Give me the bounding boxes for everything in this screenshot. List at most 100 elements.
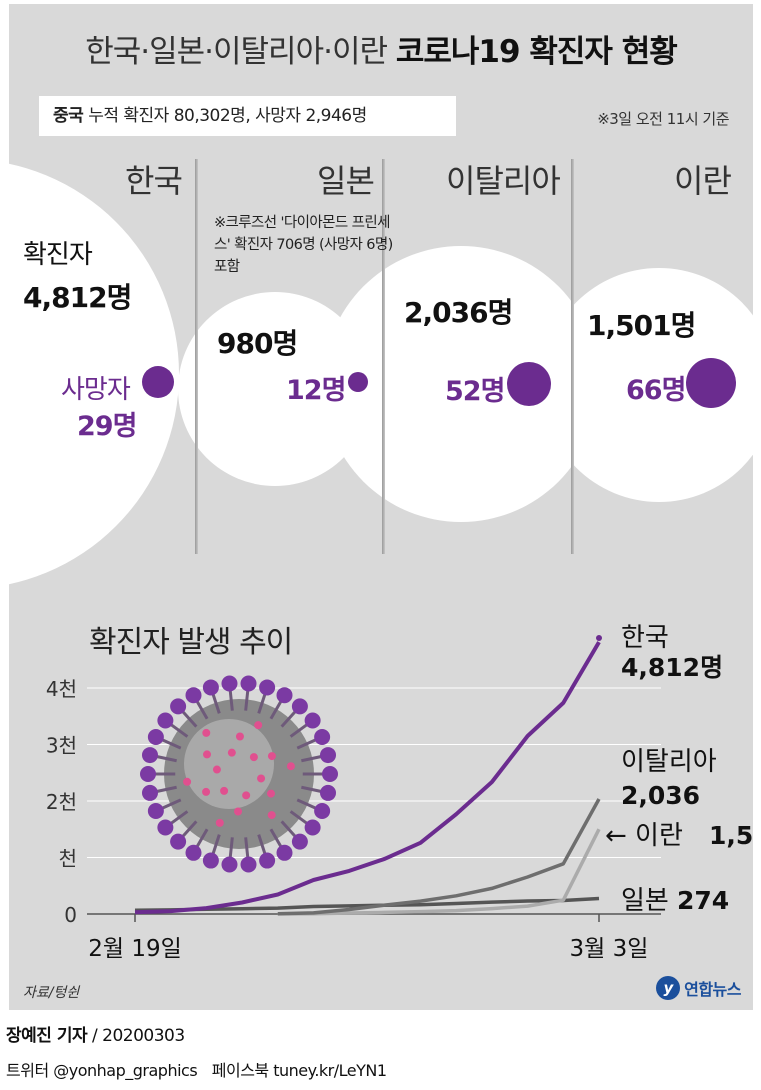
reporter-date: / 20200303	[92, 1026, 185, 1046]
virus-spike-head	[141, 747, 158, 764]
virus-spike-head	[141, 784, 158, 801]
virus-dot	[227, 748, 236, 757]
facebook-link[interactable]: 페이스북 tuney.kr/LeYN1	[211, 1061, 387, 1080]
virus-spike-head	[276, 687, 293, 704]
bubble-deaths-italy	[507, 362, 551, 406]
source-note: 자료/텅쉰	[23, 985, 80, 1001]
virus-spike-head	[240, 675, 257, 692]
japan-cruise-note: ※크루즈선 '다이아몬드 프린세스' 확진자 706명 (사망자 6명) 포함	[214, 215, 393, 275]
twitter-link[interactable]: 트위터 @yonhap_graphics	[6, 1061, 198, 1080]
virus-spike-head	[291, 833, 308, 850]
virus-spike-head	[140, 766, 156, 782]
infographic-panel: 한국·일본·이탈리아·이란 코로나19 확진자 현황 중국 누적 확진자 80,…	[9, 4, 753, 1010]
country-name-korea: 한국	[125, 162, 183, 200]
series-line-이란	[277, 828, 601, 916]
deaths-iran: 66명	[626, 375, 686, 406]
virus-dot	[220, 786, 229, 795]
virus-spike-head	[291, 698, 308, 715]
virus-spike-head	[259, 852, 276, 869]
virus-spike-head	[221, 856, 238, 873]
virus-spike-head	[221, 675, 238, 692]
confirmed-iran: 1,501명	[587, 309, 696, 342]
virus-spike-head	[202, 679, 219, 696]
deaths-label: 사망자	[61, 375, 131, 405]
series-label: 이탈리아	[621, 747, 717, 777]
series-value-label: 2,036	[621, 781, 700, 810]
virus-spike-head	[157, 712, 174, 729]
series-value-label: 4,812명	[621, 653, 723, 682]
reporter-name: 장예진 기자	[6, 1026, 88, 1046]
divider-3	[571, 159, 574, 554]
chart-title: 확진자 발생 추이	[89, 625, 293, 660]
virus-spike-head	[157, 819, 174, 836]
virus-dot	[266, 789, 275, 798]
bubble-deaths-korea	[142, 366, 174, 398]
virus-dot	[234, 807, 243, 816]
y-tick-label: 4천	[46, 677, 77, 701]
logo-text: 연합뉴스	[684, 980, 741, 999]
confirmed-korea: 4,812명	[23, 281, 132, 314]
virus-spike-head	[304, 819, 321, 836]
virus-dot	[242, 791, 251, 800]
country-name-japan: 일본	[317, 162, 375, 200]
social-links: 트위터 @yonhap_graphics 페이스북 tuney.kr/LeYN1	[6, 1057, 387, 1081]
series-label: 일본	[621, 886, 669, 916]
series-value-label: 1,501	[709, 821, 753, 850]
page-title: 한국·일본·이탈리아·이란 코로나19 확진자 현황	[9, 26, 753, 71]
virus-spike-head	[147, 728, 164, 745]
title-bold: 코로나19 확진자 현황	[395, 34, 678, 70]
deaths-korea: 29명	[77, 411, 137, 442]
confirmed-japan: 980명	[217, 327, 298, 360]
series-label: 한국	[621, 623, 669, 653]
virus-spike-head	[304, 712, 321, 729]
virus-dot	[202, 787, 211, 796]
bubble-confirmed-iran	[542, 268, 753, 502]
series-label: ← 이란	[605, 821, 683, 851]
virus-dot	[212, 765, 221, 774]
china-stats: 누적 확진자 80,302명, 사망자 2,946명	[88, 106, 367, 126]
virus-spike-head	[170, 833, 187, 850]
series-value-label: 274	[677, 886, 729, 915]
virus-spike-head	[185, 687, 202, 704]
virus-illustration	[140, 675, 338, 873]
x-tick-label: 3월 3일	[570, 936, 649, 962]
chart-lines	[134, 635, 602, 916]
virus-dot	[235, 732, 244, 741]
bubble-confirmed-italy	[323, 246, 599, 522]
virus-spike-head	[320, 784, 337, 801]
virus-spike-head	[202, 852, 219, 869]
virus-highlight	[184, 719, 274, 809]
series-end-point	[596, 635, 602, 641]
deaths-italy: 52명	[445, 376, 505, 407]
x-tick-label: 2월 19일	[88, 936, 182, 962]
china-name: 중국	[53, 106, 84, 126]
confirmed-italy: 2,036명	[404, 296, 513, 329]
chart-grid: 0 천 2천 3천 4천 2월 19일 3월 3일	[46, 677, 661, 962]
yonhap-logo: y 연합뉴스	[656, 976, 741, 1000]
bubble-confirmed-korea	[9, 163, 179, 585]
country-name-iran: 이란	[674, 162, 732, 200]
country-name-italy: 이탈리아	[446, 162, 561, 200]
virus-dot	[257, 774, 266, 783]
y-tick-label: 0	[64, 903, 77, 927]
virus-dot	[286, 762, 295, 771]
bubble-deaths-iran	[686, 358, 736, 408]
series-line-이탈리아	[277, 798, 601, 916]
virus-spike-head	[147, 803, 164, 820]
virus-spike-head	[276, 844, 293, 861]
bubble-deaths-japan	[348, 372, 368, 392]
divider-2	[382, 159, 385, 554]
deaths-japan: 12명	[286, 375, 346, 406]
virus-dot	[254, 721, 263, 730]
y-tick-label: 3천	[46, 734, 77, 758]
y-tick-label: 2천	[46, 790, 77, 814]
china-summary-box: 중국 누적 확진자 80,302명, 사망자 2,946명	[39, 96, 456, 136]
virus-spike-head	[185, 844, 202, 861]
virus-spike-head	[259, 679, 276, 696]
virus-dot	[183, 777, 192, 786]
virus-spike-head	[240, 856, 257, 873]
virus-spike-head	[314, 803, 331, 820]
virus-spike-head	[314, 728, 331, 745]
bubble-layer	[9, 163, 753, 585]
